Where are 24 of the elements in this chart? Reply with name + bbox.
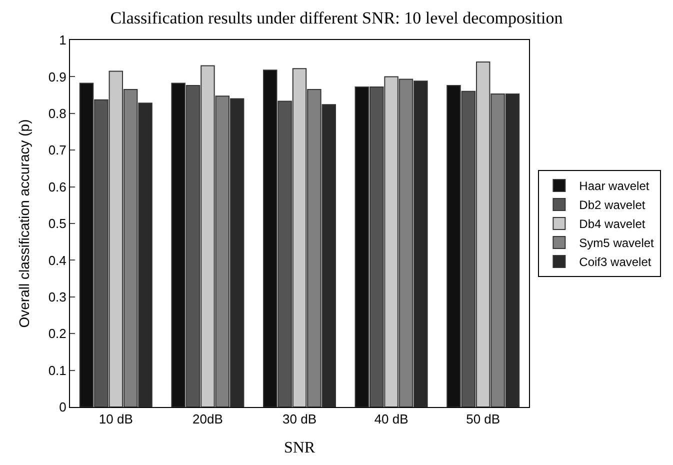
x-axis-title: SNR (284, 439, 316, 456)
y-tick-label: 0.6 (48, 179, 66, 194)
y-tick-label: 0.4 (48, 252, 66, 268)
x-tick-label: 50 dB (466, 412, 500, 427)
legend-label: Db4 wavelet (579, 217, 646, 232)
x-tick-label: 40 dB (374, 412, 408, 427)
y-tick-label: 0 (59, 400, 66, 415)
y-axis-title: Overall classification accuracy (p) (16, 119, 32, 328)
y-tick-label: 0.5 (48, 216, 66, 232)
y-tick-label: 0.1 (48, 362, 66, 378)
y-tick-label: 0.7 (48, 142, 66, 158)
chart-title: Classification results under different SNR: 10 level decomposition (110, 8, 564, 28)
x-tick-label: 20dB (192, 412, 223, 427)
legend-label: Db2 wavelet (579, 198, 646, 212)
y-tick-label: 0.9 (48, 69, 66, 84)
legend-label: Coif3 wavelet (579, 255, 652, 270)
y-tick-label: 0.3 (48, 289, 66, 304)
x-tick-label: 10 dB (98, 412, 133, 427)
y-tick-label: 0.8 (48, 106, 66, 121)
y-tick-label: 0.2 (48, 326, 66, 342)
x-tick-label: 30 dB (282, 412, 316, 427)
legend-label: Haar wavelet (579, 179, 650, 194)
y-tick-label: 1 (59, 32, 66, 48)
legend-label: Sym5 wavelet (579, 236, 655, 250)
